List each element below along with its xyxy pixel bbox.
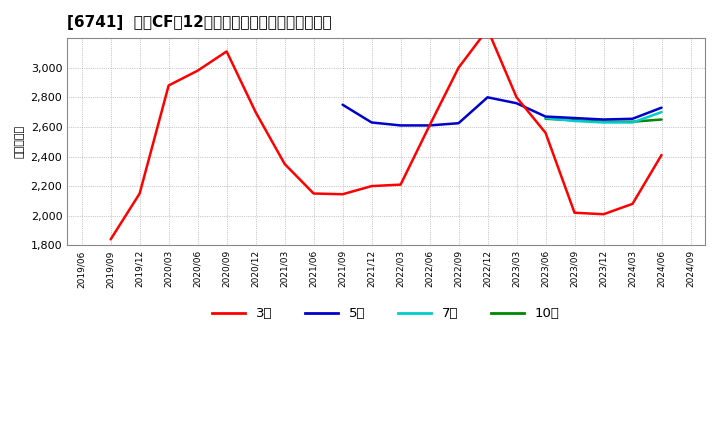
Text: [6741]  営業CFだ12か月移動合計の標準偏差の推移: [6741] 営業CFだ12か月移動合計の標準偏差の推移 bbox=[67, 15, 332, 30]
Legend: 3年, 5年, 7年, 10年: 3年, 5年, 7年, 10年 bbox=[207, 302, 565, 326]
Y-axis label: （百万円）: （百万円） bbox=[15, 125, 25, 158]
